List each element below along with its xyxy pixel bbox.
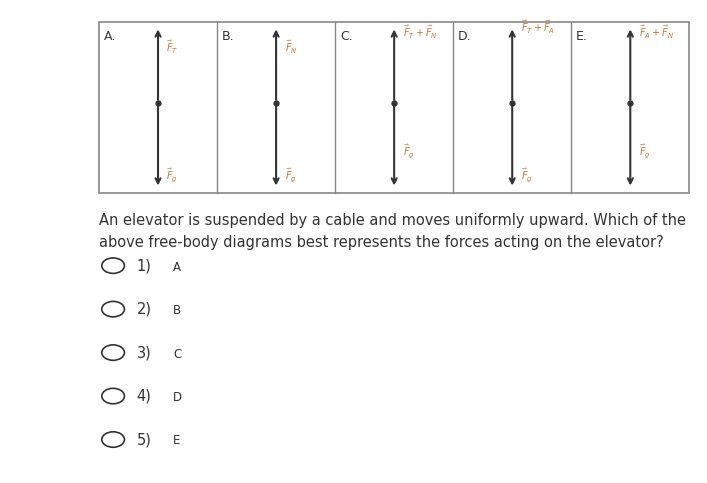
Text: 2): 2)	[136, 301, 151, 317]
Text: 1): 1)	[136, 258, 151, 273]
Text: $\vec{F}_T + \vec{F}_A$: $\vec{F}_T + \vec{F}_A$	[520, 19, 555, 36]
Text: E.: E.	[576, 30, 588, 43]
Text: $\vec{F}_T + \vec{F}_N$: $\vec{F}_T + \vec{F}_N$	[403, 24, 438, 41]
Text: D: D	[173, 391, 182, 404]
Text: $\vec{F}_A + \vec{F}_N$: $\vec{F}_A + \vec{F}_N$	[639, 24, 674, 41]
Text: $\vec{F}_N$: $\vec{F}_N$	[284, 39, 297, 56]
Bar	[99, 22, 689, 193]
Text: C.: C.	[340, 30, 353, 43]
Text: A.: A.	[104, 30, 116, 43]
Text: $\vec{F}_g$: $\vec{F}_g$	[403, 142, 414, 160]
Text: $\vec{F}_T$: $\vec{F}_T$	[167, 39, 179, 56]
Text: B: B	[173, 304, 181, 317]
Text: $\vec{F}_g$: $\vec{F}_g$	[639, 142, 650, 160]
Text: E: E	[173, 435, 180, 447]
Text: B.: B.	[222, 30, 235, 43]
Text: C: C	[173, 348, 182, 360]
Text: A: A	[173, 261, 181, 273]
Text: $\vec{F}_g$: $\vec{F}_g$	[520, 166, 532, 184]
Text: 5): 5)	[136, 432, 151, 447]
Text: 3): 3)	[136, 345, 151, 360]
Text: D.: D.	[458, 30, 472, 43]
Text: $\vec{F}_g$: $\vec{F}_g$	[167, 166, 178, 184]
Text: 4): 4)	[136, 388, 151, 404]
Text: An elevator is suspended by a cable and moves uniformly upward. Which of the
abo: An elevator is suspended by a cable and …	[99, 213, 686, 250]
Text: $\vec{F}_g$: $\vec{F}_g$	[284, 166, 296, 184]
